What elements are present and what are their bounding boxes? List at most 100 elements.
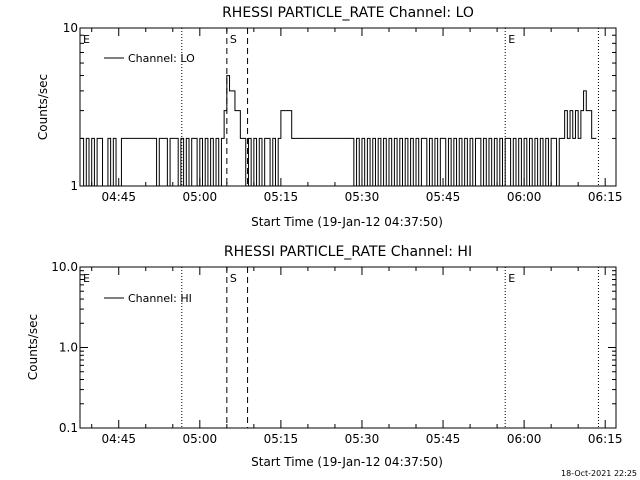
data-point	[580, 110, 582, 112]
data-point	[294, 138, 295, 139]
data-point	[518, 138, 520, 139]
data-point	[458, 138, 460, 139]
data-point	[104, 185, 106, 187]
data-point	[377, 138, 379, 139]
data-point	[399, 138, 401, 139]
data-point	[526, 185, 528, 187]
data-point	[234, 110, 236, 112]
data-point	[477, 138, 479, 139]
data-point	[156, 185, 157, 187]
data-point	[577, 138, 579, 139]
data-point	[412, 185, 414, 187]
data-point	[442, 138, 444, 139]
legend-label-hi: Channel: HI	[128, 292, 192, 305]
data-point	[110, 185, 112, 187]
data-point	[542, 185, 544, 187]
y-tick-label: 10.0	[51, 260, 78, 274]
x-tick-label: 05:45	[426, 190, 461, 204]
panel-lo: RHESSI PARTICLE_RATE Channel: LO Start T…	[36, 5, 622, 229]
data-point	[291, 138, 293, 139]
x-ticks-hi: 04:45 05:00 05:15 05:30 05:45 06:00 06:15	[91, 267, 623, 446]
data-point	[96, 138, 98, 139]
data-point	[266, 138, 268, 139]
data-point	[80, 138, 82, 139]
data-point	[407, 185, 409, 187]
data-point	[510, 185, 512, 187]
data-point	[507, 138, 509, 139]
x-tick-label: 04:45	[101, 190, 136, 204]
data-point	[512, 138, 514, 139]
data-point	[550, 138, 552, 139]
plot-frame-lo	[79, 27, 617, 187]
y-axis-label-lo: Counts/sec	[36, 74, 50, 140]
data-point	[561, 138, 563, 139]
legend-hi: Channel: HI	[104, 292, 192, 305]
data-point	[415, 138, 417, 139]
marker-label: S	[230, 33, 237, 46]
data-point	[258, 138, 260, 139]
data-point	[548, 185, 549, 187]
y-ticks-lo: 1 10	[63, 21, 616, 193]
data-point	[229, 90, 230, 92]
data-point	[85, 138, 87, 139]
data-point	[248, 138, 249, 139]
data-point	[410, 138, 412, 139]
data-point	[207, 185, 209, 187]
data-point	[99, 138, 101, 139]
x-tick-label: 05:15	[264, 432, 299, 446]
data-point	[499, 138, 501, 139]
data-point	[431, 185, 433, 187]
y-ticks-hi: 0.1 1.0 10.0	[51, 260, 616, 435]
data-point	[102, 185, 103, 187]
data-point	[166, 185, 168, 187]
data-point	[275, 185, 276, 187]
data-point	[450, 185, 452, 187]
data-point	[237, 110, 239, 112]
data-point	[226, 75, 228, 76]
data-point	[423, 138, 425, 139]
data-point	[437, 185, 439, 187]
data-point	[375, 185, 376, 187]
data-point	[94, 185, 95, 187]
data-point	[418, 185, 420, 187]
data-point	[185, 138, 187, 139]
x-tick-label: 06:15	[588, 432, 623, 446]
marker-label: E	[508, 272, 515, 285]
data-point	[221, 138, 222, 139]
marker-label: S	[230, 272, 237, 285]
series-line	[80, 75, 597, 187]
data-point	[434, 138, 436, 139]
data-point	[480, 185, 482, 187]
data-point	[531, 185, 533, 187]
data-point	[523, 138, 525, 139]
data-point	[421, 138, 422, 139]
x-tick-label: 05:30	[345, 190, 380, 204]
data-point	[364, 185, 366, 187]
data-point	[121, 138, 122, 139]
data-point	[461, 185, 463, 187]
data-point	[83, 185, 85, 187]
data-point	[553, 138, 555, 139]
data-point	[264, 138, 266, 139]
y-tick-label: 1	[70, 179, 78, 193]
data-point	[445, 185, 447, 187]
data-point	[534, 138, 536, 139]
data-point	[380, 185, 382, 187]
data-point	[402, 185, 403, 187]
data-point	[426, 185, 428, 187]
data-point	[250, 185, 252, 187]
x-axis-label-lo: Start Time (19-Jan-12 04:37:50)	[251, 215, 443, 229]
panel-hi: RHESSI PARTICLE_RATE Channel: HI Start T…	[26, 244, 622, 469]
data-point	[588, 110, 590, 112]
data-point	[502, 185, 503, 187]
data-point	[183, 185, 184, 187]
data-point	[269, 185, 271, 187]
x-tick-label: 05:00	[183, 190, 218, 204]
x-tick-label: 06:15	[588, 190, 623, 204]
x-tick-label: 04:45	[101, 432, 136, 446]
data-point	[439, 138, 441, 139]
data-point	[566, 138, 568, 139]
